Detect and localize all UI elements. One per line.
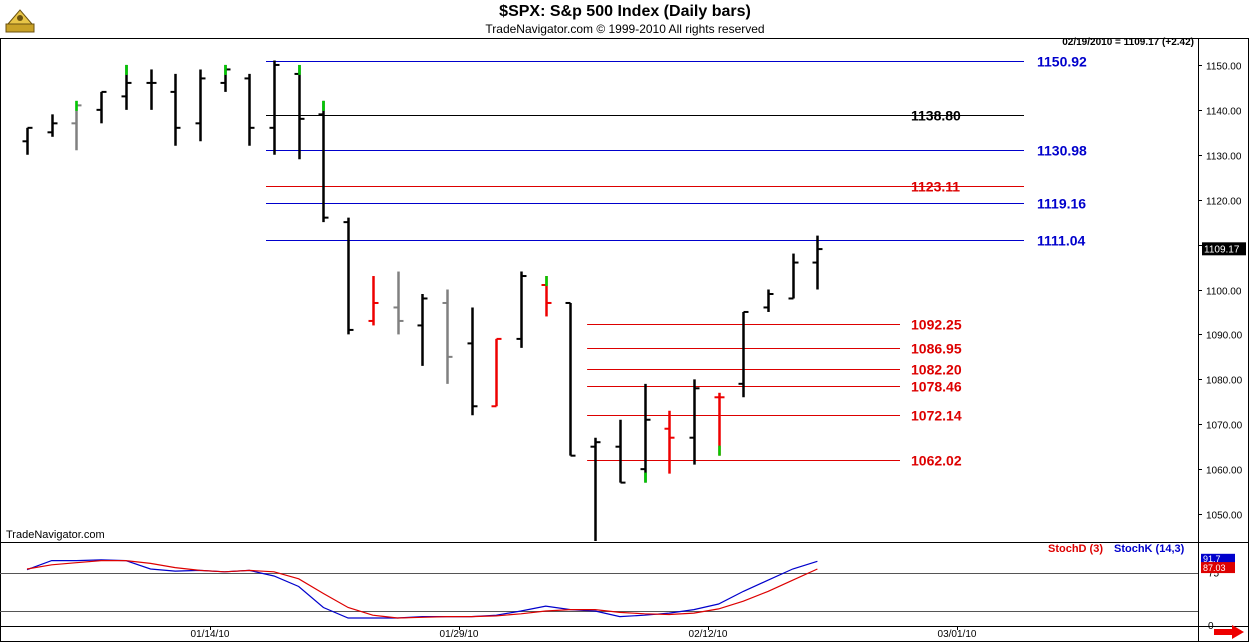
date-tick-label-0: 01/14/10 bbox=[191, 629, 230, 640]
stoch-tick-label-1: 75 bbox=[1208, 569, 1220, 580]
stoch-tick-label-0: 0 bbox=[1208, 621, 1214, 632]
date-tick-label-1: 01/29/10 bbox=[440, 629, 479, 640]
date-tick-label-2: 02/12/10 bbox=[689, 629, 728, 640]
date-axis: 01/14/10 01/29/10 02/12/10 03/01/10 bbox=[191, 626, 977, 640]
stoch-k-line bbox=[26, 559, 818, 619]
ohlc-bar-22 bbox=[565, 301, 576, 457]
price-tick-label-0: 1050.00 bbox=[1206, 511, 1243, 522]
price-tick-label-10: 1150.00 bbox=[1206, 62, 1242, 73]
brand-watermark: TradeNavigator.com bbox=[6, 529, 105, 541]
price-tick-label-5: 1100.00 bbox=[1206, 287, 1242, 298]
ohlc-bar-16 bbox=[417, 293, 428, 366]
ohlc-bar-26 bbox=[664, 410, 675, 474]
ohlc-bar-28 bbox=[714, 392, 725, 456]
ohlc-bar-18 bbox=[467, 307, 478, 416]
ohlc-bar-0 bbox=[22, 126, 33, 155]
stoch-k-legend: StochK (14,3) bbox=[1114, 543, 1185, 555]
ohlc-bar-7 bbox=[195, 69, 206, 142]
price-tick-label-1: 1060.00 bbox=[1206, 466, 1243, 477]
ohlc-bar-23 bbox=[590, 437, 601, 541]
ohlc-bar-12 bbox=[318, 100, 329, 223]
chart-subtitle: TradeNavigator.com © 1999-2010 All right… bbox=[485, 22, 765, 36]
chart-frame bbox=[0, 38, 1249, 642]
level-label-8: 1082.20 bbox=[911, 362, 962, 378]
ohlc-bar-30 bbox=[763, 289, 774, 312]
ohlc-bar-19 bbox=[491, 337, 502, 408]
ohlc-bar-1 bbox=[47, 114, 58, 137]
ohlc-bar-20 bbox=[516, 271, 527, 348]
ohlc-bar-31 bbox=[788, 253, 799, 300]
stoch-d-last-box bbox=[1201, 562, 1235, 574]
ohlc-bar-6 bbox=[170, 73, 181, 146]
ohlc-bar-32 bbox=[812, 235, 823, 290]
stoch-d-line bbox=[26, 559, 818, 619]
level-label-9: 1078.46 bbox=[911, 379, 962, 395]
ohlc-bar-27 bbox=[689, 379, 700, 465]
price-axis: 1050.00 1060.00 1070.00 1080.00 1090.00 1100.… bbox=[1198, 62, 1246, 522]
ohlc-bar-10 bbox=[269, 60, 280, 155]
level-label-2: 1130.98 bbox=[1037, 143, 1087, 159]
stochastic-panel: 0 75 91.787.03 bbox=[0, 553, 1235, 632]
price-tick-label-2: 1070.00 bbox=[1206, 421, 1243, 432]
last-price-box bbox=[1202, 242, 1246, 256]
last-price-info: 02/19/2010 = 1109.17 (+2.42) bbox=[1062, 37, 1194, 48]
price-tick-label-8: 1130.00 bbox=[1206, 152, 1242, 163]
chart-title: $SPX: S&p 500 Index (Daily bars) bbox=[499, 3, 751, 20]
date-tick-label-3: 03/01/10 bbox=[938, 629, 977, 640]
level-label-11: 1062.02 bbox=[911, 453, 962, 469]
stoch-k-last-box bbox=[1201, 553, 1235, 564]
ohlc-bar-25 bbox=[640, 383, 651, 483]
outer-border bbox=[0, 38, 1249, 642]
price-tick-label-9: 1140.00 bbox=[1206, 107, 1242, 118]
ohlc-bar-24 bbox=[615, 419, 626, 484]
ohlc-bar-3 bbox=[96, 90, 107, 124]
level-label-1: 1138.80 bbox=[911, 108, 961, 124]
ohlc-bar-17 bbox=[442, 289, 453, 384]
level-label-3: 1123.11 bbox=[911, 179, 960, 195]
ohlc-bar-14 bbox=[368, 276, 379, 326]
level-label-10: 1072.14 bbox=[911, 408, 962, 424]
level-lines: 1150.92 1138.80 1130.98 1123.11 1119.16 1111.… bbox=[266, 54, 1087, 469]
level-label-0: 1150.92 bbox=[1037, 54, 1087, 70]
ohlc-bar-11 bbox=[294, 64, 305, 160]
last-price-label: 1109.17 bbox=[1204, 244, 1240, 255]
level-label-5: 1111.04 bbox=[1037, 233, 1086, 249]
price-tick-label-4: 1090.00 bbox=[1206, 331, 1243, 342]
stoch-d-legend: StochD (3) bbox=[1048, 543, 1103, 555]
price-tick-label-7: 1120.00 bbox=[1206, 197, 1242, 208]
stoch-k-last-label: 91.7 bbox=[1203, 554, 1221, 564]
ohlc-bars bbox=[22, 60, 823, 541]
level-label-6: 1092.25 bbox=[911, 317, 962, 333]
ohlc-bar-5 bbox=[146, 69, 157, 110]
level-label-4: 1119.16 bbox=[1037, 196, 1086, 212]
scroll-right-arrow-icon[interactable] bbox=[1214, 625, 1244, 639]
ohlc-bar-13 bbox=[343, 217, 354, 335]
price-tick-label-3: 1080.00 bbox=[1206, 376, 1243, 387]
ohlc-bar-15 bbox=[393, 271, 404, 335]
stoch-d-last-label: 87.03 bbox=[1203, 563, 1226, 573]
level-label-7: 1086.95 bbox=[911, 341, 962, 357]
ohlc-bar-9 bbox=[244, 73, 255, 146]
tradenavigator-logo-icon[interactable] bbox=[2, 4, 38, 36]
ohlc-bar-29 bbox=[738, 310, 749, 398]
